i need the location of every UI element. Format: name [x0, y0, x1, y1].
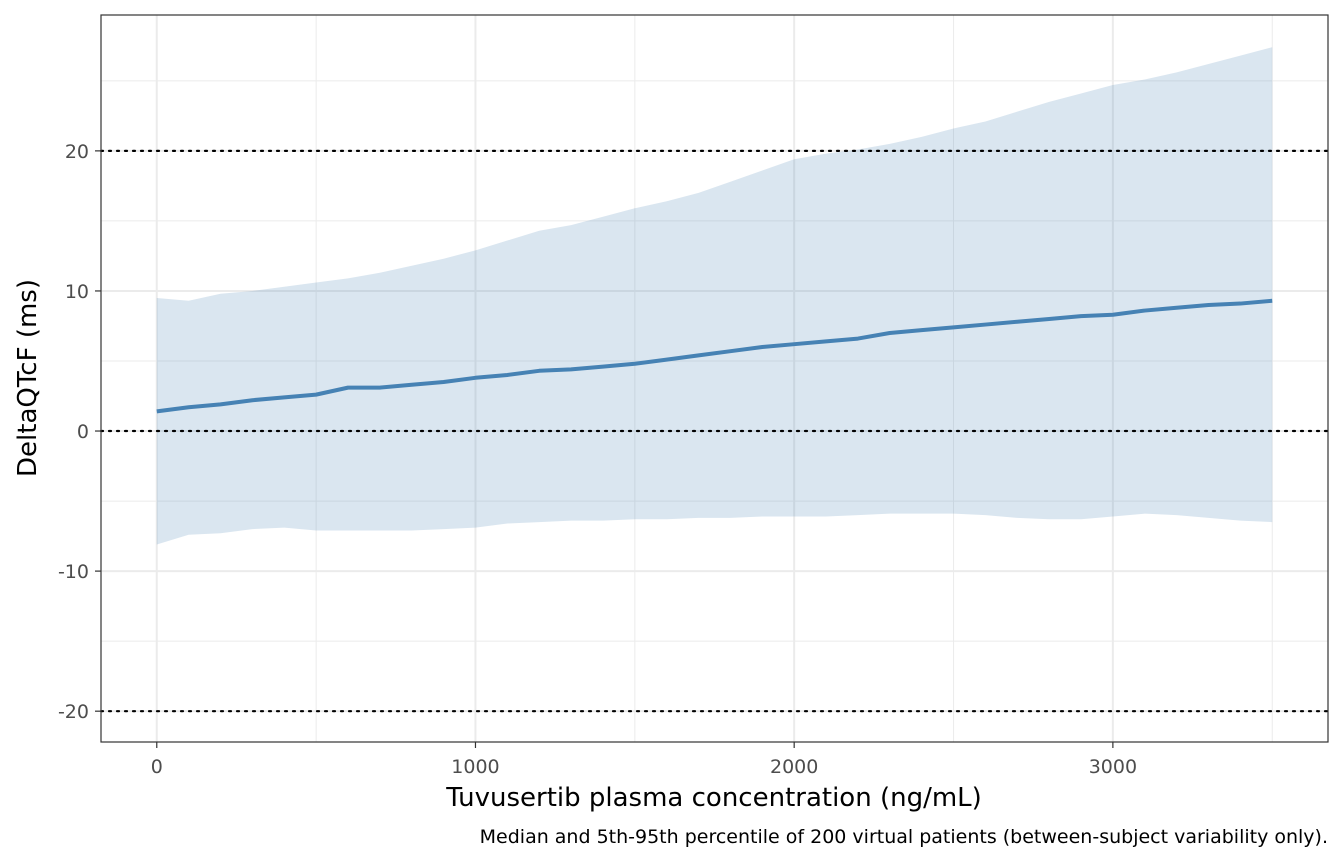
y-axis-tick-labels: -20 -10 0 10 20	[58, 141, 89, 723]
chart-caption: Median and 5th-95th percentile of 200 vi…	[480, 826, 1328, 848]
percentile-ribbon	[156, 47, 1273, 545]
x-tick-label: 2000	[770, 756, 818, 778]
x-tick-label: 0	[151, 756, 163, 778]
y-tick-label: 0	[77, 421, 89, 443]
y-axis-title: DeltaQTcF (ms)	[13, 279, 43, 477]
x-tick-label: 1000	[451, 756, 499, 778]
x-tick-label: 3000	[1089, 756, 1137, 778]
x-axis-title: Tuvusertib plasma concentration (ng/mL)	[445, 783, 982, 813]
y-tick-label: -20	[58, 701, 89, 723]
median-line	[156, 298, 1273, 414]
minor-gridlines	[101, 15, 1328, 742]
panel-border	[100, 14, 1329, 743]
y-tick-label: -10	[58, 561, 89, 583]
y-tick-label: 10	[65, 281, 89, 303]
x-axis-tick-labels: 0 1000 2000 3000	[151, 756, 1137, 778]
y-tick-label: 20	[65, 141, 89, 163]
axis-ticks	[95, 150, 1114, 748]
